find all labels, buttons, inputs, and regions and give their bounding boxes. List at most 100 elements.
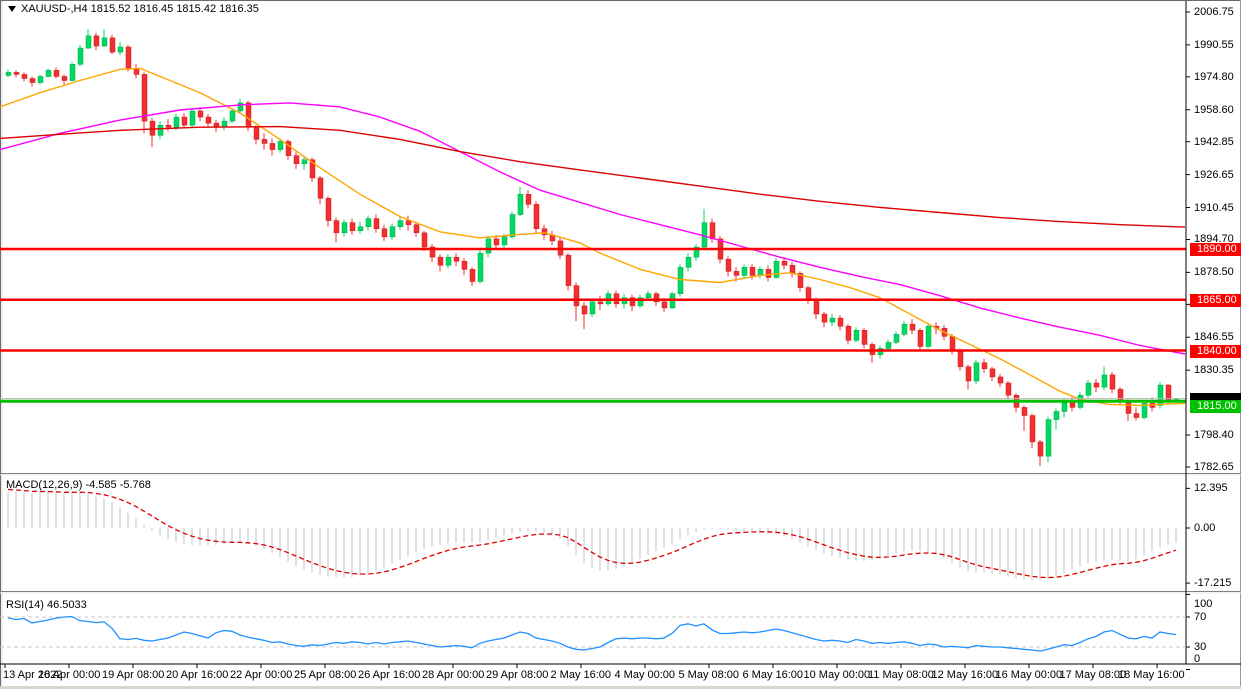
candle <box>469 269 476 282</box>
rsi-pane[interactable] <box>2 595 1186 664</box>
macd-axis-label: -17.215 <box>1194 577 1232 590</box>
candle <box>421 232 428 248</box>
candle <box>109 37 116 53</box>
candle <box>341 222 348 234</box>
candle <box>149 120 156 136</box>
candle <box>61 76 68 81</box>
window-bottom-strip <box>0 686 1241 689</box>
time-axis-label: 11 May 08:00 <box>868 669 934 681</box>
candle <box>829 317 836 323</box>
rsi-indicator-label: RSI(14) 46.5033 <box>6 599 87 611</box>
candle <box>845 325 852 341</box>
time-axis-label: 17 May 08:00 <box>1059 669 1127 681</box>
time-axis-label: 16 May 00:00 <box>995 669 1063 681</box>
candle <box>541 228 548 236</box>
candle <box>277 141 284 150</box>
time-axis-label: 28 Apr 00:00 <box>422 669 485 681</box>
chart-title: XAUUSD-,H4 1815.52 1816.45 1815.42 1816.… <box>8 3 259 15</box>
candle <box>637 297 644 307</box>
candle <box>493 238 500 246</box>
window-border-left-inner <box>1 1 3 687</box>
candle <box>1093 382 1100 388</box>
candle <box>77 47 84 65</box>
symbol-dropdown-icon[interactable] <box>8 6 16 12</box>
candle <box>197 110 204 118</box>
time-axis-label: 19 Apr 08:00 <box>102 669 165 681</box>
macd-pane[interactable] <box>2 477 1186 591</box>
current-price-marker <box>1190 392 1241 400</box>
candle <box>573 285 580 307</box>
candle <box>597 301 604 305</box>
candle <box>293 155 300 165</box>
candle <box>509 214 516 238</box>
candle <box>645 293 652 299</box>
time-axis-label: 2 May 16:00 <box>550 669 612 681</box>
candle <box>517 193 524 215</box>
time-axis-label: 4 May 00:00 <box>614 669 676 681</box>
time-axis-label: 10 May 00:00 <box>803 669 871 681</box>
candle <box>397 220 404 227</box>
candle <box>285 141 292 156</box>
price-tick-label: 1990.55 <box>1194 38 1234 51</box>
candle <box>429 246 436 258</box>
candle <box>1101 374 1108 388</box>
candle <box>1045 419 1052 457</box>
candle <box>357 226 364 232</box>
time-axis-label: 18 May 16:00 <box>1118 669 1185 681</box>
price-tick-label: 1878.50 <box>1194 266 1234 279</box>
candle <box>893 334 900 343</box>
candle <box>389 226 396 238</box>
candle <box>237 102 244 112</box>
candle <box>365 218 372 227</box>
candle <box>861 329 868 345</box>
candle <box>1157 384 1164 406</box>
candle <box>693 246 700 258</box>
price-line-badge-1865.00: 1865.00 <box>1190 293 1241 307</box>
candle <box>445 256 452 266</box>
candle <box>1005 382 1012 396</box>
candle <box>141 74 148 122</box>
window-border-left <box>0 0 1 689</box>
candle <box>677 267 684 294</box>
candle <box>973 362 980 382</box>
ma-line-ma-slow <box>0 125 1186 228</box>
candle <box>349 222 356 232</box>
candle <box>1109 374 1116 390</box>
candle <box>781 260 788 266</box>
time-axis-label: 29 Apr 08:00 <box>486 669 549 681</box>
candle <box>661 301 668 309</box>
time-axis-label: 12 May 16:00 <box>931 669 999 681</box>
candle <box>373 218 380 229</box>
main-chart-pane[interactable] <box>2 0 1186 473</box>
candle <box>5 72 12 76</box>
macd-signal-line <box>7 488 1177 579</box>
candle <box>885 342 892 349</box>
time-axis-label: 5 May 08:00 <box>678 669 740 681</box>
price-tick-label: 1894.70 <box>1194 233 1234 246</box>
candle <box>69 64 76 81</box>
price-tick-label: 1830.35 <box>1194 364 1234 377</box>
candle <box>653 293 660 303</box>
candle <box>53 70 60 77</box>
candle <box>165 124 172 128</box>
candle <box>381 228 388 238</box>
candle <box>821 313 828 323</box>
candle <box>749 267 756 276</box>
candle <box>485 238 492 254</box>
candle <box>229 110 236 122</box>
candle <box>437 256 444 266</box>
ma-line-ma-fast <box>0 67 1186 407</box>
candle <box>909 323 916 331</box>
time-axis-label: 20 Apr 16:00 <box>166 669 229 681</box>
candle <box>901 323 908 335</box>
time-axis-label: 22 Apr 00:00 <box>230 669 293 681</box>
price-tick-label: 1798.40 <box>1194 429 1234 441</box>
ma-line-ma-mid <box>0 102 1186 355</box>
candle <box>685 256 692 268</box>
candle <box>925 325 932 347</box>
price-tick-label: 1942.85 <box>1194 135 1234 148</box>
candle <box>301 159 308 165</box>
candle <box>461 260 468 270</box>
